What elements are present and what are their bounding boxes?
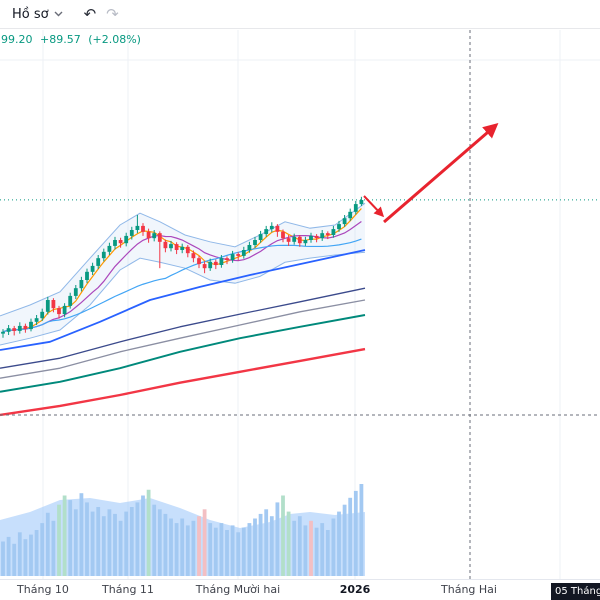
price-change: +89.57 [40,33,81,46]
candles [1,196,364,338]
trend-arrow-drawing[interactable] [383,123,499,224]
undo-button[interactable]: ↶ [79,5,102,24]
overlay-sma30 [2,238,362,333]
time-axis[interactable]: Tháng 10 Tháng 11 Tháng Mười hai 2026 Tháng … [0,579,600,600]
toolbar-divider [0,28,600,29]
time-axis-label: Tháng Mười hai [195,583,281,596]
overlay-ma50 [0,249,366,351]
overlay-ma150 [0,299,366,379]
grid [0,30,600,580]
crosshair-date-text: 05 Tháng [555,586,600,597]
profile-label: Hồ sơ [12,6,49,22]
time-axis-label: Tháng 10 [17,583,69,596]
bollinger-bands [0,202,366,346]
time-axis-label: Tháng Hai [441,583,497,596]
price-change-percent: (+2.08%) [88,33,141,46]
price-info: 99.20 +89.57 (+2.08%) [1,33,145,46]
overlay-ma100 [0,287,366,369]
overlay-sma9 [2,221,362,333]
last-price-value: 99.20 [1,33,33,46]
volume-pane [0,484,365,576]
chevron-down-icon [54,11,63,17]
profile-menu-button[interactable]: Hồ sơ [8,5,67,24]
time-axis-label: 2026 [339,583,371,596]
overlay-ma250 [0,347,366,417]
overlay-ma200 [0,314,366,393]
top-toolbar: Hồ sơ ↶ ↷ [0,0,124,28]
pullback-arrow-drawing[interactable] [363,195,385,218]
redo-button[interactable]: ↷ [101,5,124,24]
crosshair-date-badge: 05 Tháng [551,583,600,600]
time-axis-label: Tháng 11 [102,583,154,596]
